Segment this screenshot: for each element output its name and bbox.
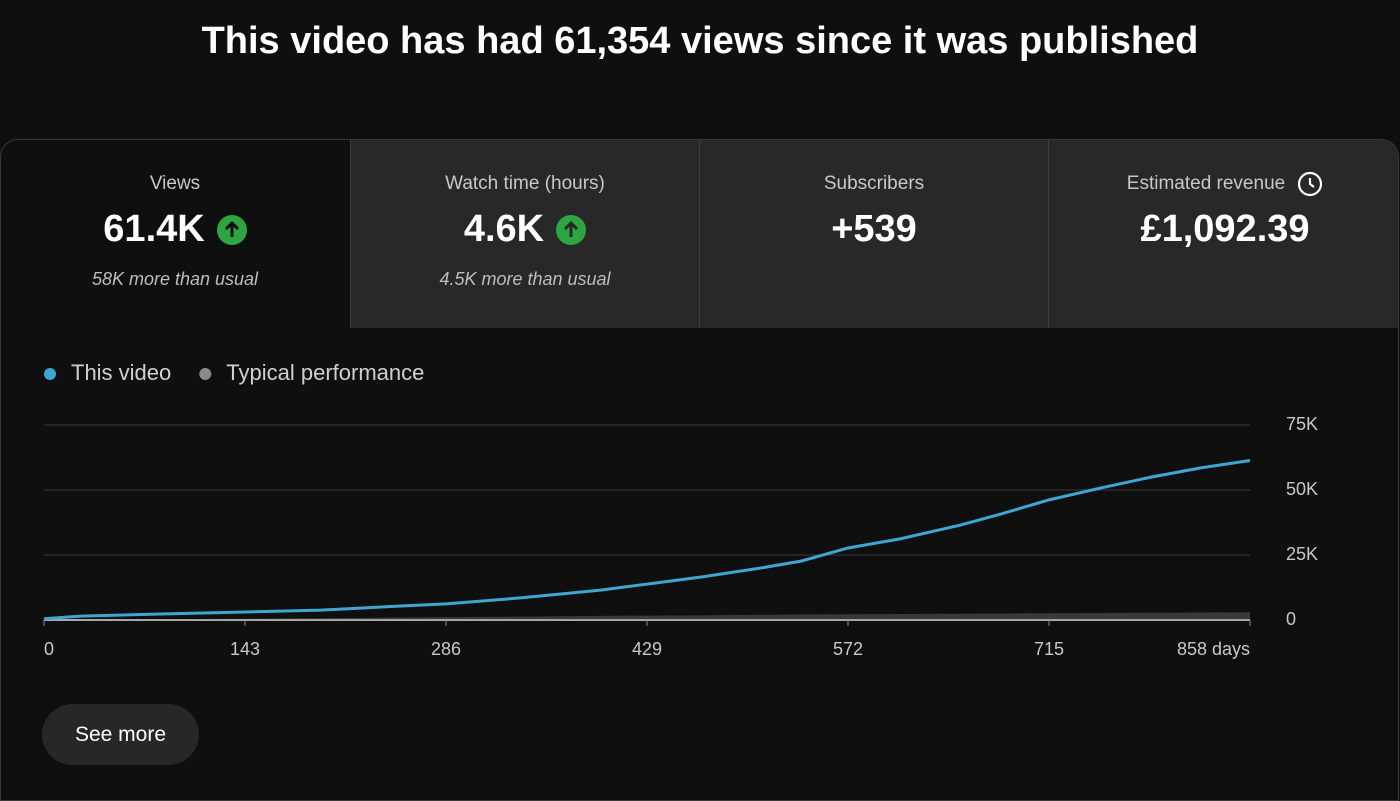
metric-note: 4.5K more than usual: [439, 269, 611, 289]
x-tick-label: 572: [833, 639, 863, 659]
metric-label: Subscribers: [823, 173, 925, 194]
metric-label: Watch time (hours): [445, 173, 605, 194]
x-tick-label: 0: [44, 639, 54, 659]
chart: 0 25K 50K 75K 0 143 286 429 572 715 858 days This v…: [43, 360, 1318, 659]
metric-card[interactable]: Subscribers +539: [699, 140, 1048, 328]
metric-value: 61.4K: [103, 208, 205, 250]
metric-label: Views: [149, 173, 201, 194]
metric-note: 58K more than usual: [91, 269, 259, 289]
x-tick-label: 715: [1034, 639, 1064, 659]
y-tick-label: 75K: [1286, 414, 1318, 434]
x-tick-label: 286: [431, 639, 461, 659]
y-tick-label: 0: [1286, 609, 1296, 629]
up-icon: [216, 214, 247, 245]
see-more-button[interactable]: See more: [42, 704, 199, 765]
clock-icon[interactable]: [1297, 171, 1323, 197]
metric-card[interactable]: Estimated revenue £1,092.39: [1048, 140, 1398, 328]
up-icon: [556, 214, 587, 245]
y-tick-label: 25K: [1286, 544, 1318, 564]
x-tick-label: 858 days: [1177, 639, 1250, 659]
metric-value: £1,092.39: [1140, 208, 1310, 250]
metric-value: 4.6K: [463, 208, 545, 250]
series-area: [44, 612, 1250, 620]
metric-card[interactable]: Watch time (hours) 4.6K 4.5K more than u…: [350, 140, 699, 328]
x-tick-label: 143: [230, 639, 260, 659]
page-title: This video has had 61,354 views since it…: [201, 20, 1199, 62]
series-line: [43, 458, 1251, 621]
metric-label: Estimated revenue: [1126, 173, 1286, 194]
x-tick-label: 429: [632, 639, 662, 659]
y-tick-label: 50K: [1286, 479, 1318, 499]
analytics-panel: Views 61.4K 58K more than usual Watch ti…: [0, 139, 1399, 801]
legend-label: Typical performance: [226, 360, 424, 385]
legend-dot: [199, 368, 212, 380]
legend-dot: [44, 368, 56, 380]
metric-card[interactable]: Views 61.4K 58K more than usual: [1, 140, 349, 328]
metric-value: +539: [831, 208, 917, 250]
legend-label: This video: [71, 360, 171, 385]
